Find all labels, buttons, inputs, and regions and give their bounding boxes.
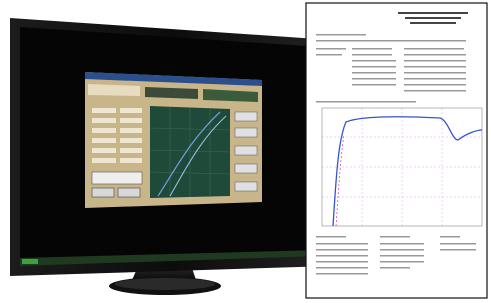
button [92, 188, 114, 197]
button [118, 188, 140, 197]
report-sheet [306, 3, 487, 298]
start-button [22, 259, 38, 264]
product-photo [0, 0, 491, 303]
app-window [85, 72, 262, 208]
